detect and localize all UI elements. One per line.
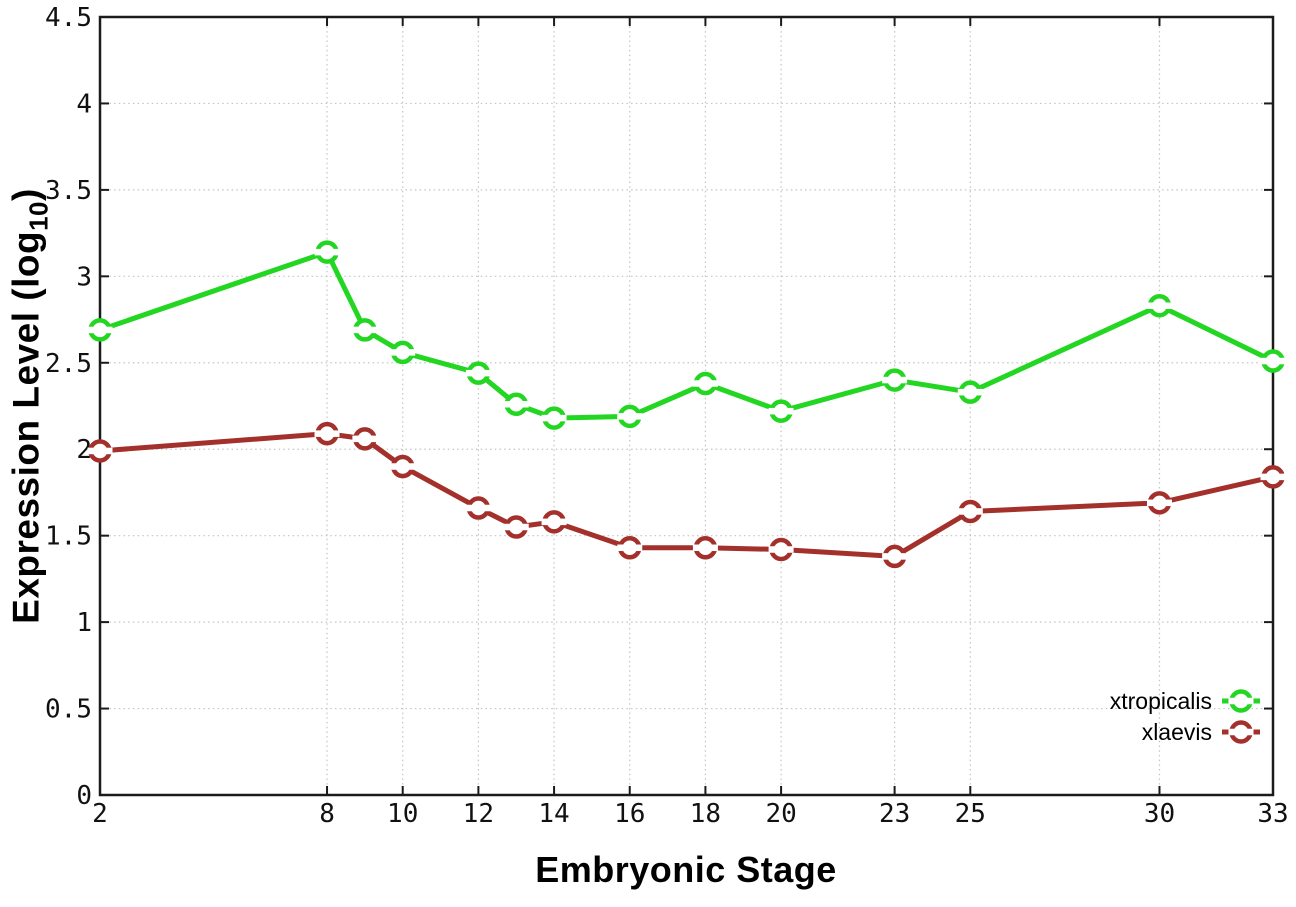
x-tick-label: 23 (879, 799, 910, 829)
series-xlaevis (87, 421, 1286, 569)
series-xtropicalis (87, 240, 1286, 430)
data-point-marker-stripe (465, 369, 491, 377)
y-tick-label: 2.5 (45, 349, 92, 379)
data-point-marker-stripe (541, 518, 567, 526)
data-point-marker-stripe (692, 544, 718, 552)
x-tick-label: 16 (614, 799, 645, 829)
y-axis-title-suffix: ) (5, 188, 47, 201)
x-tick-label: 12 (463, 799, 494, 829)
data-point-marker-stripe (314, 248, 340, 256)
data-point-marker-stripe (1146, 499, 1172, 507)
y-tick-label: 4 (76, 89, 92, 119)
x-tick-label: 2 (92, 799, 108, 829)
x-tick-label: 33 (1257, 799, 1288, 829)
data-point-marker-stripe (87, 326, 113, 334)
x-tick-label: 10 (387, 799, 418, 829)
data-point-marker-stripe (503, 523, 529, 531)
legend-item-xtropicalis: xtropicalis (1110, 685, 1260, 717)
series-line-xlaevis (99, 431, 1274, 559)
data-point-marker-stripe (957, 388, 983, 396)
y-tick-label: 0 (76, 781, 92, 811)
y-tick-label: 0.5 (45, 695, 92, 725)
series-line-xtropicalis (99, 249, 1275, 421)
data-point-marker-stripe (1260, 357, 1286, 365)
data-point-marker-stripe (957, 508, 983, 515)
data-point-marker-stripe (768, 407, 794, 415)
data-point-marker-stripe (352, 435, 378, 443)
legend-item-xlaevis: xlaevis (1142, 716, 1260, 748)
data-point-marker-stripe (541, 414, 567, 422)
data-point-marker-stripe (503, 401, 529, 408)
y-axis-title-text: Expression Level (log (5, 230, 47, 624)
data-point-marker-stripe (882, 553, 908, 560)
x-tick-label: 20 (765, 799, 796, 829)
data-point-marker-stripe (87, 447, 113, 455)
data-point-marker-stripe (314, 430, 340, 437)
legend-marker-xlaevis-icon (1222, 720, 1260, 744)
y-tick-label: 1 (76, 608, 92, 638)
x-axis-title: Embryonic Stage (535, 849, 837, 890)
x-tick-label: 30 (1144, 799, 1175, 829)
legend-label-xtropicalis: xtropicalis (1109, 687, 1212, 714)
data-point-marker-stripe (692, 380, 718, 387)
legend-marker-xtropicalis-icon (1222, 689, 1260, 713)
data-point-marker-stripe (465, 504, 491, 512)
y-tick-label: 2 (76, 435, 92, 465)
data-point-marker-stripe (882, 376, 908, 384)
data-point-marker-stripe (1146, 302, 1172, 309)
data-point-marker-stripe (352, 326, 378, 334)
data-point-marker-stripe (1260, 473, 1286, 481)
y-axis-title-subscript: 10 (23, 200, 54, 231)
legend-sample-stripe (1228, 728, 1254, 736)
data-point-marker-stripe (390, 349, 416, 356)
data-point-marker-stripe (390, 463, 416, 470)
data-point-marker-stripe (768, 546, 794, 553)
x-tick-label: 25 (955, 799, 986, 829)
data-point-marker-stripe (617, 413, 643, 420)
y-tick-label: 4.5 (45, 3, 92, 33)
x-tick-label: 18 (690, 799, 721, 829)
x-tick-label: 14 (538, 799, 569, 829)
data-point-marker-stripe (617, 544, 643, 552)
legend-label-xlaevis: xlaevis (1141, 718, 1212, 745)
y-tick-label: 3.5 (45, 176, 92, 206)
x-tick-label: 8 (319, 799, 335, 829)
y-tick-label: 1.5 (45, 522, 92, 552)
legend-sample-stripe (1228, 697, 1254, 705)
plot-border (98, 15, 1275, 797)
y-tick-label: 3 (76, 262, 92, 292)
y-axis-title: Expression Level (log10) (6, 188, 55, 624)
